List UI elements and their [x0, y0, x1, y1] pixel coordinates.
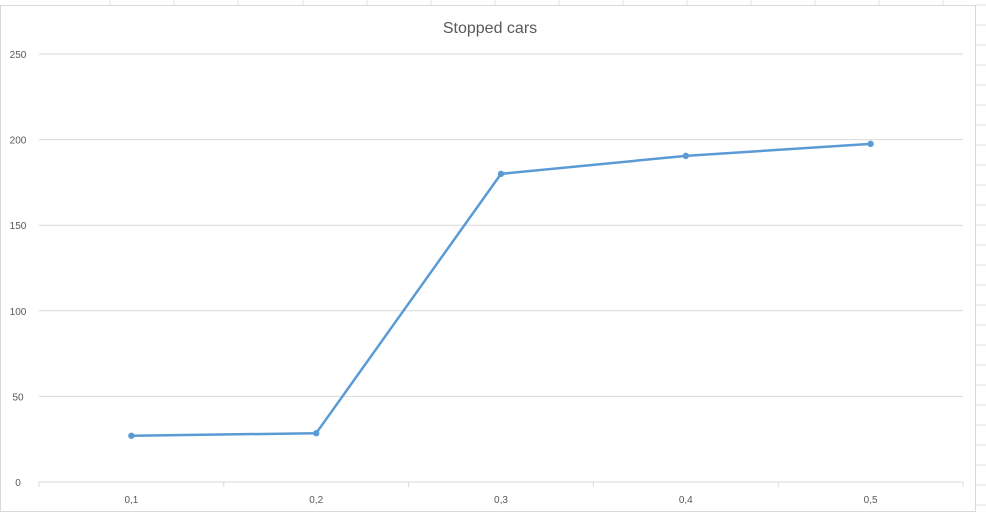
series-layer [128, 140, 874, 439]
series-line[interactable] [130, 142, 872, 438]
y-tick-label: 250 [10, 50, 27, 61]
data-point[interactable] [313, 430, 320, 437]
gridlines [39, 53, 963, 483]
y-tick-label: 150 [10, 221, 27, 232]
y-tick-label: 0 [15, 478, 21, 489]
x-tick-label: 0,3 [494, 495, 508, 506]
data-point[interactable] [128, 432, 135, 439]
data-point[interactable] [682, 152, 689, 160]
y-tick-label: 50 [12, 392, 24, 403]
chart-title: Stopped cars [443, 20, 537, 37]
data-point[interactable] [867, 140, 874, 148]
axes: 0 50 100 150 200 250 0,1 0,2 0,3 0,4 0,5 [10, 50, 964, 506]
x-tick-label: 0,4 [679, 495, 693, 506]
y-tick-label: 100 [10, 307, 27, 318]
chart-area[interactable]: 0 50 100 150 200 250 0,1 0,2 0,3 0,4 0,5 Stopped c… [0, 5, 976, 512]
y-tick-label: 200 [10, 136, 27, 147]
x-tick-label: 0,1 [124, 495, 138, 506]
line-chart: 0 50 100 150 200 250 0,1 0,2 0,3 0,4 0,5 Stopped c… [10, 20, 964, 506]
data-point[interactable] [497, 170, 505, 178]
x-tick-label: 0,2 [309, 495, 323, 506]
x-tick-label: 0,5 [864, 495, 878, 506]
